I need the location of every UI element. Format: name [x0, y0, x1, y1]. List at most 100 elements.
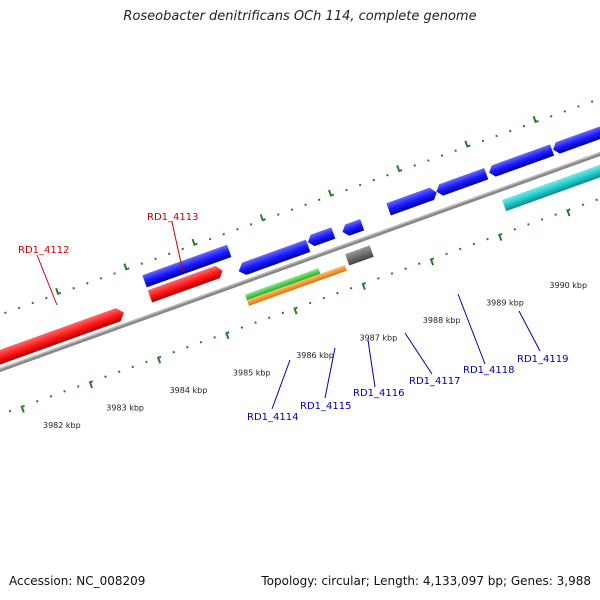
diagram-title: Roseobacter denitrificans OCh 114, compl…: [123, 9, 477, 24]
lower-scale-dot: [431, 257, 435, 261]
gene-rd1-4113-arrow[interactable]: [147, 264, 225, 303]
tick-label-3987: 3987 kbp: [360, 334, 398, 343]
upper-scale-dot: [208, 237, 212, 241]
upper-scale-dot: [277, 213, 280, 216]
lower-scale-major-tick: [497, 233, 503, 241]
upper-scale-dot: [304, 203, 307, 206]
lower-scale-major-tick: [20, 405, 25, 413]
upper-scale-dot: [549, 115, 553, 118]
tick-label-3983: 3983 kbp: [106, 404, 144, 413]
upper-scale-dot: [249, 223, 253, 226]
upper-scale-dot: [195, 242, 198, 246]
gene-rd1-4115-arrow[interactable]: [306, 227, 336, 247]
upper-scale-dot: [522, 124, 526, 128]
gene-rd1-4119-arrow[interactable]: [487, 144, 555, 178]
lower-scale-dot: [527, 223, 530, 226]
upper-scale-dot: [31, 301, 35, 305]
upper-scale-dot: [45, 296, 48, 300]
upper-scale-major-tick: [55, 287, 60, 296]
gene-rd1-4113-blue-arrow[interactable]: [142, 244, 232, 288]
upper-scale-dot: [4, 311, 7, 315]
tick-label-3988: 3988 kbp: [423, 316, 461, 325]
upper-scale-dot: [154, 257, 157, 261]
gene-label-rd1-4118[interactable]: RD1_4118: [463, 365, 514, 376]
lower-scale-dot: [417, 262, 421, 265]
upper-scale-major-tick: [396, 165, 401, 173]
upper-scale-dot: [345, 188, 348, 192]
gene-label-rd1-4113[interactable]: RD1_4113: [147, 212, 198, 223]
gene-label-rd1-4112[interactable]: RD1_4112: [18, 245, 69, 256]
lower-scale-dot: [568, 208, 571, 211]
lower-scale-major-tick: [88, 380, 93, 389]
upper-scale-dot: [427, 159, 430, 162]
gene-rd1-4117-arrow[interactable]: [386, 186, 438, 216]
lower-scale-dot: [172, 350, 175, 354]
lower-scale-major-tick: [429, 258, 435, 266]
gene-label-rd1-4117[interactable]: RD1_4117: [409, 376, 460, 387]
lower-scale-dot: [390, 272, 394, 275]
upper-scale-dot: [58, 291, 62, 295]
lower-scale-dot: [595, 198, 598, 202]
upper-scale-dot: [495, 134, 498, 138]
lower-scale-dot: [22, 404, 25, 408]
lower-scale-dot: [363, 282, 366, 285]
lower-scale-dot: [349, 286, 353, 290]
lower-scale-dot: [49, 395, 53, 398]
lower-scale: [8, 198, 598, 413]
upper-scale-dot: [454, 149, 457, 152]
lower-scale-dot: [158, 355, 162, 359]
upper-scale-dot: [317, 198, 321, 202]
gene-rd1-4114-arrow[interactable]: [236, 239, 311, 277]
lower-scale-dot: [472, 242, 476, 246]
upper-scale-major-tick: [191, 238, 196, 246]
lower-scale-dot: [540, 218, 544, 221]
lower-scale-dot: [281, 311, 285, 315]
lower-scale-dot: [63, 390, 66, 393]
lower-scale-dot: [322, 296, 326, 300]
lower-scale-major-tick: [566, 209, 571, 217]
tick-label-3989: 3989 kbp: [486, 299, 524, 308]
gene-rd1-4116-arrow[interactable]: [340, 219, 365, 237]
tick-label-3984: 3984 kbp: [170, 386, 208, 395]
lower-scale-dot: [240, 326, 244, 329]
gene-label-rd1-4114[interactable]: RD1_4114: [247, 412, 298, 423]
tick-labels: 3982 kbp 3983 kbp 3984 kbp 3985 kbp 3986 kbp…: [43, 281, 587, 430]
lower-scale-dot: [186, 345, 189, 349]
upper-scale-dot: [72, 286, 75, 290]
upper-scale-dot: [290, 208, 294, 211]
lower-scale-major-tick: [293, 307, 298, 315]
accession-text: Accession: NC_008209: [9, 574, 146, 588]
upper-scale-dot: [181, 247, 185, 251]
upper-scale-dot: [263, 218, 266, 221]
lower-scale-dot: [499, 232, 503, 236]
lower-scale-dot: [513, 228, 517, 231]
gene-label-rd1-4119[interactable]: RD1_4119: [517, 354, 568, 365]
upper-scale-dot: [577, 105, 580, 108]
upper-scale-dot: [167, 252, 171, 256]
lower-scale-major-tick: [225, 331, 230, 340]
upper-scale-major-tick: [328, 189, 333, 197]
lower-scale-dot: [35, 399, 39, 403]
upper-scale-dot: [86, 282, 89, 285]
gene-rd1-4119b-arrow[interactable]: [551, 115, 600, 155]
lower-scale-dot: [145, 360, 148, 364]
feature-gray-bar: [345, 245, 374, 266]
gene-rd1-4112-arrow[interactable]: [0, 306, 126, 373]
gene-label-rd1-4115[interactable]: RD1_4115: [300, 401, 351, 412]
lower-scale-dot: [226, 331, 230, 334]
gene-labels: RD1_4112 RD1_4113 RD1_4114 RD1_4115 RD1_…: [18, 212, 568, 423]
lower-scale-dot: [117, 370, 121, 374]
lower-scale-dot: [131, 365, 135, 369]
gene-label-rd1-4116[interactable]: RD1_4116: [353, 388, 404, 399]
track-group: [0, 100, 600, 413]
upper-scale-dot: [236, 227, 239, 231]
gene-rd1-4118-arrow[interactable]: [434, 168, 489, 197]
feature-orange-bar: [246, 264, 347, 306]
upper-scale-dot: [222, 232, 226, 236]
upper-scale-major-tick: [123, 263, 128, 271]
lower-scale-dot: [104, 375, 107, 378]
genome-backbone: [0, 137, 600, 379]
upper-scale-dot: [413, 164, 416, 167]
lower-scale-dot: [76, 385, 80, 388]
